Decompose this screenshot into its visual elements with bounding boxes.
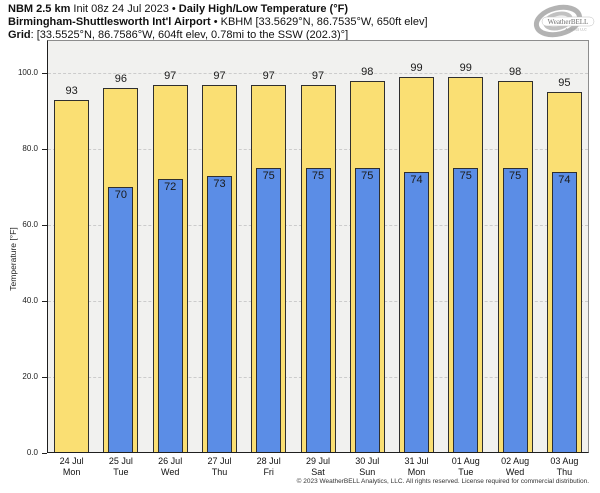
low-value-label: 73	[213, 177, 226, 190]
x-tick-date: 25 Jul	[108, 456, 133, 466]
low-value-label: 75	[311, 170, 325, 182]
low-bar	[108, 187, 134, 453]
x-tick-date: 31 Jul	[404, 456, 429, 466]
init-time: Init 08z 24 Jul 2023 •	[70, 3, 179, 15]
y-tick-mark	[42, 453, 47, 454]
copyright-footer: © 2023 WeatherBELL Analytics, LLC. All r…	[296, 478, 589, 485]
y-tick-mark	[42, 73, 47, 75]
station-coords: • KBHM [33.5629°N, 86.7535°W, 650ft elev…	[210, 16, 428, 28]
x-tick-label: 26 Jul Wed	[145, 456, 195, 478]
x-tick-day: Tue	[458, 467, 474, 477]
low-bar	[256, 168, 282, 453]
x-tick-label: 31 Jul Mon	[392, 456, 442, 478]
model-name: NBM 2.5 km	[8, 3, 71, 15]
x-tick-label: 29 Jul Sat	[293, 456, 343, 478]
high-value-label: 96	[114, 73, 128, 86]
logo-tagline-text: Analytics LLC	[565, 28, 587, 32]
y-axis-title: Temperature [°F]	[8, 227, 18, 291]
x-tick-day: Tue	[113, 467, 129, 477]
high-value-label: 97	[311, 69, 325, 82]
x-tick-day: Thu	[211, 467, 228, 477]
high-value-label: 99	[459, 61, 472, 74]
x-tick-day: Fri	[263, 467, 274, 477]
high-bar	[54, 99, 90, 453]
low-value-label: 75	[262, 170, 275, 182]
high-value-label: 97	[262, 69, 275, 82]
low-bar	[404, 171, 429, 453]
grid-label: Grid	[8, 29, 31, 41]
high-value-label: 98	[361, 65, 374, 78]
low-value-label: 75	[459, 170, 472, 182]
chart-title: Daily High/Low Temperature (°F)	[178, 3, 348, 15]
x-tick-day: Sun	[359, 467, 376, 477]
y-axis: 0.0 20.0 40.0 60.0 80.0 100.0	[0, 40, 47, 457]
y-tick-label: 60.0	[22, 220, 38, 229]
x-tick-day: Mon	[62, 467, 81, 477]
low-bar	[502, 168, 528, 453]
x-tick-label: 28 Jul Fri	[244, 456, 294, 478]
y-tick-label: 80.0	[22, 144, 38, 153]
x-tick-date: 02 Aug	[501, 456, 530, 466]
low-bar	[305, 168, 331, 453]
low-bar	[354, 168, 380, 453]
high-value-label: 95	[558, 77, 571, 90]
x-axis: 24 Jul Mon 25 Jul Tue 26 Jul Wed 27 Jul Thu 28 J…	[47, 456, 589, 482]
header-line-3: Grid: [33.5525°N, 86.7586°W, 604ft elev,…	[8, 29, 428, 42]
x-tick-day: Sat	[311, 467, 325, 477]
chart-header: NBM 2.5 km Init 08z 24 Jul 2023 • Daily …	[8, 3, 428, 42]
low-value-label: 74	[558, 173, 571, 186]
high-value-label: 99	[410, 61, 423, 74]
logo-brand-text: WeatherBELL	[548, 18, 589, 26]
x-tick-day: Wed	[161, 467, 180, 477]
low-value-label: 72	[164, 181, 177, 194]
x-tick-label: 02 Aug Wed	[490, 456, 540, 478]
low-value-label: 70	[114, 189, 128, 201]
x-tick-label: 27 Jul Thu	[195, 456, 245, 478]
x-tick-label: 25 Jul Tue	[96, 456, 146, 478]
low-value-label: 75	[508, 170, 522, 182]
x-tick-date: 28 Jul	[256, 456, 281, 466]
y-tick-label: 40.0	[22, 296, 38, 305]
gridline	[48, 73, 588, 75]
high-value-label: 97	[213, 69, 226, 82]
y-tick-label: 20.0	[22, 372, 38, 381]
x-tick-label: 01 Aug Tue	[441, 456, 491, 478]
low-bar	[207, 175, 232, 453]
y-tick-mark	[42, 377, 47, 378]
high-value-label: 93	[65, 84, 78, 97]
y-tick-mark	[42, 301, 47, 302]
low-bar	[453, 168, 479, 453]
station-name: Birmingham-Shuttlesworth Int'l Airport	[8, 16, 211, 28]
x-tick-date: 26 Jul	[158, 456, 183, 466]
low-bar	[551, 171, 577, 453]
low-value-label: 74	[410, 173, 423, 186]
header-line-1: NBM 2.5 km Init 08z 24 Jul 2023 • Daily …	[8, 3, 428, 16]
x-tick-date: 24 Jul	[59, 456, 84, 466]
plot-area: 93 96 70 97 72 97 73 97 75 97 75 98 75 99 74 99 75 98 75 95…	[47, 40, 589, 453]
header-line-2: Birmingham-Shuttlesworth Int'l Airport •…	[8, 16, 428, 29]
low-bar	[157, 179, 183, 453]
x-tick-day: Mon	[407, 467, 426, 477]
y-tick-mark	[42, 149, 47, 150]
x-tick-date: 29 Jul	[305, 456, 331, 466]
x-tick-date: 03 Aug	[550, 456, 579, 466]
x-tick-label: 03 Aug Thu	[539, 456, 589, 478]
x-tick-day: Thu	[556, 467, 573, 477]
x-tick-date: 30 Jul	[355, 456, 380, 466]
y-tick-label: 0.0	[26, 448, 38, 457]
x-tick-day: Wed	[505, 467, 525, 477]
x-tick-date: 27 Jul	[207, 456, 232, 466]
high-value-label: 98	[508, 65, 522, 78]
y-tick-mark	[42, 225, 47, 226]
x-tick-label: 24 Jul Mon	[47, 456, 97, 478]
x-tick-label: 30 Jul Sun	[342, 456, 392, 478]
high-value-label: 97	[164, 69, 177, 82]
weatherbell-logo-icon: WeatherBELL Analytics LLC	[533, 4, 595, 38]
low-value-label: 75	[361, 170, 374, 182]
x-tick-date: 01 Aug	[451, 456, 480, 466]
y-tick-label: 100.0	[17, 68, 38, 78]
weatherbell-logo: WeatherBELL Analytics LLC	[532, 1, 598, 45]
grid-coords: : [33.5525°N, 86.7586°W, 604ft elev, 0.7…	[30, 29, 349, 41]
